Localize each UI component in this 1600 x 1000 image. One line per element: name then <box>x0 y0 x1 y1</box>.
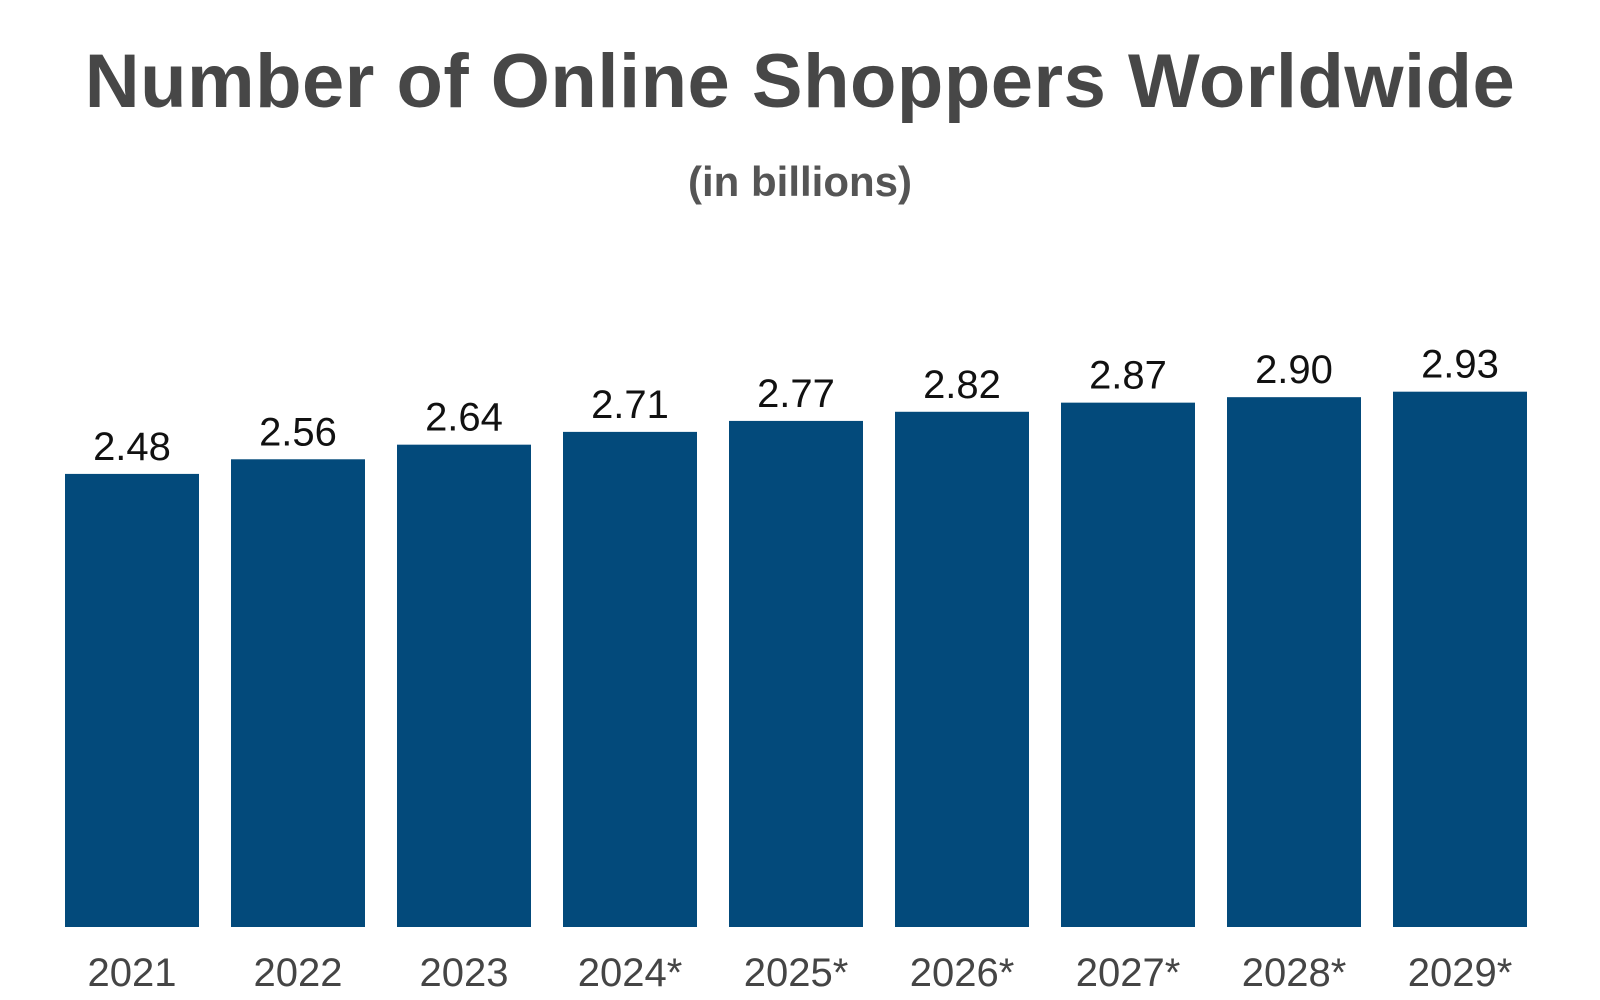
x-tick-label: 2027* <box>1076 951 1181 995</box>
x-tick-label: 2029* <box>1408 951 1513 995</box>
bar-2023 <box>397 444 531 927</box>
x-tick-label: 2023 <box>420 951 509 995</box>
data-label: 2.93 <box>1421 343 1499 387</box>
x-tick-label: 2024* <box>578 951 683 995</box>
bar-2029* <box>1393 391 1527 928</box>
x-tick-label: 2021 <box>88 951 177 995</box>
chart-subtitle: (in billions) <box>688 158 912 205</box>
bar-2026* <box>895 411 1029 927</box>
bar-2022 <box>231 459 365 927</box>
x-tick-label: 2025* <box>744 951 849 995</box>
x-tick-label: 2028* <box>1242 951 1347 995</box>
bar-2028* <box>1227 397 1361 927</box>
bar-2024* <box>563 431 697 927</box>
data-label: 2.64 <box>425 396 503 440</box>
x-tick-label: 2022 <box>254 951 343 995</box>
data-label: 2.77 <box>757 372 835 416</box>
data-label: 2.87 <box>1089 354 1167 398</box>
data-label: 2.48 <box>93 425 171 469</box>
chart-title: Number of Online Shoppers Worldwide <box>84 39 1516 124</box>
bar-2025* <box>729 420 863 927</box>
bar-2027* <box>1061 402 1195 927</box>
data-label: 2.90 <box>1255 348 1333 392</box>
data-label: 2.71 <box>591 383 669 427</box>
bar-2021 <box>65 473 199 927</box>
x-tick-label: 2026* <box>910 951 1015 995</box>
data-label: 2.82 <box>923 363 1001 407</box>
data-label: 2.56 <box>259 410 337 454</box>
